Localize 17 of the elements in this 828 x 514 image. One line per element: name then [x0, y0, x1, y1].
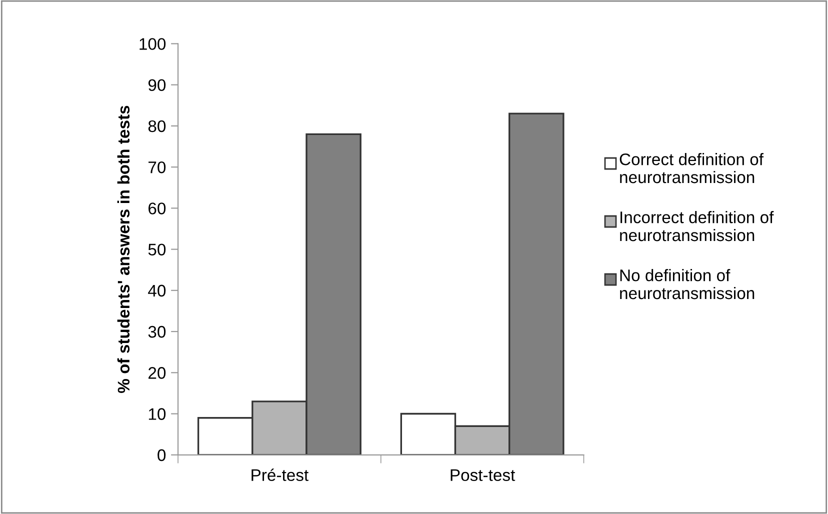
- y-tick-label: 50: [148, 244, 166, 256]
- y-tick-label: 30: [148, 326, 166, 338]
- legend-label: No definition of neurotransmission: [620, 269, 754, 300]
- y-tick-label: 90: [148, 79, 166, 92]
- y-tick-label: 100: [140, 38, 166, 50]
- y-tick-label: 0: [158, 449, 166, 462]
- y-tick-label: 10: [148, 408, 166, 420]
- y-axis-title: % of students' answers in both tests: [117, 106, 130, 393]
- legend-label: Correct definition of neurotransmission: [620, 153, 764, 184]
- x-tick-label: Pré-test: [252, 468, 309, 482]
- legend-label: Incorrect definition of neurotransmission: [620, 211, 774, 242]
- y-tick-label: 60: [148, 202, 166, 214]
- x-tick-label: Post-test: [450, 469, 516, 482]
- y-tick-label: 20: [148, 367, 166, 379]
- y-tick-label: 80: [148, 120, 166, 132]
- y-tick-label: 70: [148, 161, 166, 174]
- y-tick-label: 40: [148, 284, 166, 297]
